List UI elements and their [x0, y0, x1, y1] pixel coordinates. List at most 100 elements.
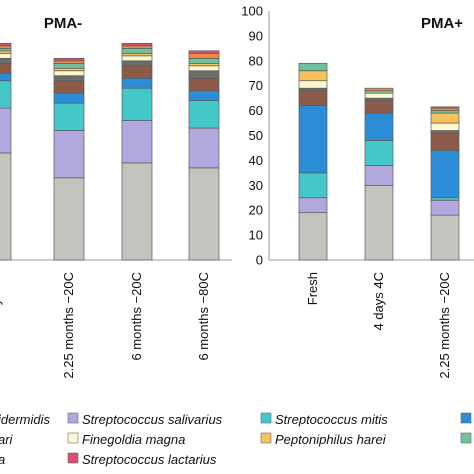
bar-segment [364, 165, 394, 186]
bar-segment [364, 112, 394, 141]
legend-swatch-cropped [460, 432, 472, 444]
y-tick-label: 60 [249, 103, 263, 118]
bar-segment [430, 132, 460, 151]
bar-segment [298, 197, 328, 214]
bar-segment [298, 87, 328, 92]
bar-segment [430, 214, 460, 261]
bar-segment [121, 47, 153, 54]
bar-segment [53, 177, 85, 261]
y-tick-label: 20 [249, 203, 263, 218]
bar-segment [430, 110, 460, 114]
category-label: 4 days 4C [371, 272, 386, 331]
y-tick-label: 50 [249, 128, 263, 143]
bar-segment [188, 57, 220, 64]
pma-plus-panel: PMA+ 0 10 20 30 40 50 60 70 80 90 100 Fresh 4 days 4C… [241, 4, 474, 379]
bar-segment [364, 100, 394, 114]
bar-segment [0, 50, 12, 54]
y-tick-label: 100 [241, 4, 263, 19]
legend: idermidis ari a Streptococcus salivarius Str… [0, 412, 472, 467]
category-label: 2.25 months −20C [437, 272, 452, 379]
bar-segment [121, 65, 153, 79]
legend-label-cropped: idermidis [0, 412, 51, 427]
bar-segment [188, 127, 220, 169]
panel-title: PMA+ [421, 15, 463, 32]
bar-segment [53, 75, 85, 82]
bar-segment [0, 47, 12, 52]
bar-segment [188, 167, 220, 261]
bar-segment [430, 130, 460, 134]
bar-segment [430, 150, 460, 199]
legend-swatch [67, 432, 79, 444]
legend-label: Streptococcus lactarius [82, 452, 217, 467]
legend-label: Finegoldia magna [82, 432, 185, 447]
bar-segment [121, 120, 153, 164]
bar-segment [430, 122, 460, 131]
bar-segment [121, 60, 153, 67]
legend-label: Streptococcus salivarius [82, 412, 223, 427]
legend-label: Peptoniphilus harei [275, 432, 387, 447]
bar-segment [0, 45, 12, 49]
bar-segment [0, 72, 12, 82]
bar-segment [53, 130, 85, 179]
bar-segment [364, 140, 394, 166]
bar-segment [364, 184, 394, 261]
bar-segment [188, 62, 220, 67]
bar-segment [298, 105, 328, 174]
legend-label-cropped: a [0, 452, 5, 467]
panel-title: PMA- [44, 15, 82, 32]
bar-segment [53, 92, 85, 104]
bar-segment [298, 62, 328, 72]
bar-segment [188, 65, 220, 72]
y-tick-label: 70 [249, 78, 263, 93]
bar-segment [0, 152, 12, 261]
bar-segment [298, 212, 328, 261]
bar-segment [121, 43, 153, 47]
bar-segment [121, 55, 153, 62]
bar-segment [0, 107, 12, 154]
legend-swatch [67, 452, 79, 464]
legend-swatch-cropped [460, 412, 472, 424]
bar-segment [121, 52, 153, 57]
bar-segment [0, 43, 12, 47]
bar-segment [53, 57, 85, 62]
category-label: 2.25 months −20C [61, 272, 76, 379]
y-tick-label: 80 [249, 53, 263, 68]
bar-segment [430, 197, 460, 201]
bar-segment [53, 70, 85, 77]
bar-segment [430, 199, 460, 216]
bar-segment [121, 162, 153, 261]
bar-segment [188, 77, 220, 92]
y-tick-label: 0 [256, 253, 263, 268]
category-label: 6 months −20C [129, 272, 144, 361]
bar-segment [430, 107, 460, 111]
bar-segment [298, 70, 328, 82]
category-label: Fresh [305, 272, 320, 305]
bar-segment [430, 106, 460, 109]
bar-segment [188, 52, 220, 59]
legend-swatch [260, 432, 272, 444]
bar-segment [121, 77, 153, 89]
bar-segment [188, 50, 220, 54]
bar-segment [364, 90, 394, 94]
bar-segment [364, 87, 394, 92]
bar-segment [0, 80, 12, 109]
bar-segment [298, 172, 328, 199]
category-label: 6 months −80C [196, 272, 211, 361]
legend-swatch [67, 412, 79, 424]
bar-segment [121, 87, 153, 121]
bar-segment [364, 92, 394, 99]
category-label: 4 days 4C [0, 272, 3, 331]
bar-segment [298, 80, 328, 89]
bar-segment [121, 45, 153, 49]
bar-segment [188, 70, 220, 79]
legend-swatch [260, 412, 272, 424]
bar-segment [0, 62, 12, 74]
bar-segment [53, 62, 85, 69]
bar-segment [0, 57, 12, 64]
y-tick-label: 10 [249, 228, 263, 243]
bar-segment [0, 52, 12, 59]
pma-minus-panel: PMA- 4 days 4C 2.25 months −20C 6 months −2… [0, 15, 232, 379]
y-tick-label: 90 [249, 28, 263, 43]
bar-segment [430, 112, 460, 124]
